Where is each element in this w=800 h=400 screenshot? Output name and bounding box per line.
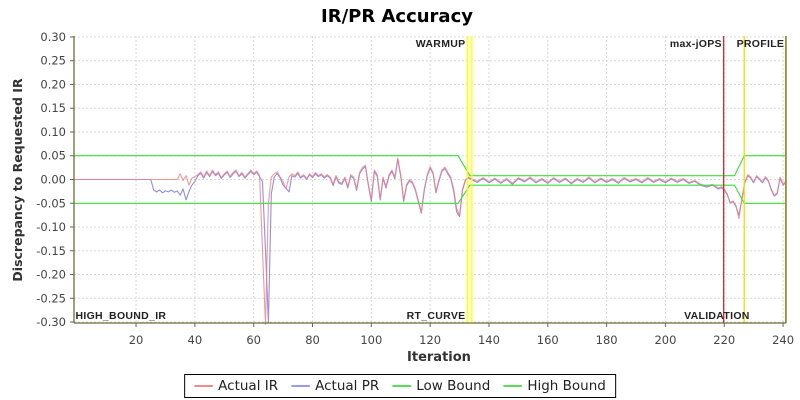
annotations: WARMUP max-jOPS PROFILE HIGH_BOUND_IR RT_CUR… bbox=[75, 38, 785, 322]
x-tick-label: 220 bbox=[713, 333, 735, 347]
band-markers bbox=[467, 36, 472, 323]
x-tick-label: 20 bbox=[129, 333, 144, 347]
annotation-validation: VALIDATION bbox=[684, 310, 750, 322]
x-tick-label: 200 bbox=[654, 333, 676, 347]
x-tick-label: 240 bbox=[772, 333, 794, 347]
annotation-high_bound_ir: HIGH_BOUND_IR bbox=[75, 310, 166, 322]
x-tick-label: 140 bbox=[478, 333, 500, 347]
legend-label-low-bound: Low Bound bbox=[416, 378, 491, 394]
y-tick-label: 0.00 bbox=[40, 173, 66, 187]
y-tick-label: -0.25 bbox=[36, 291, 66, 305]
x-tick-label: 80 bbox=[305, 333, 320, 347]
gridlines bbox=[74, 36, 786, 323]
annotation-profile: PROFILE bbox=[737, 38, 785, 50]
legend-item-actual-ir: Actual IR bbox=[194, 378, 278, 394]
series-line-low-bound bbox=[74, 184, 786, 204]
y-tick-label: -0.05 bbox=[36, 196, 66, 210]
y-tick-label: -0.15 bbox=[36, 244, 66, 258]
legend-item-high-bound: High Bound bbox=[503, 378, 606, 394]
x-tick-label: 180 bbox=[596, 333, 618, 347]
y-tick-label: -0.30 bbox=[36, 315, 66, 329]
axes: 20 40 60 80 100 120 140 160 180 200 220 240 -0.30 -0.… bbox=[36, 30, 794, 347]
high-bound-line-swatch bbox=[503, 385, 523, 387]
y-tick-label: 0.15 bbox=[40, 101, 66, 115]
actual-ir-line-swatch bbox=[194, 385, 214, 387]
series-line-high-bound bbox=[74, 155, 786, 177]
y-tick-label: -0.10 bbox=[36, 220, 66, 234]
low-bound-line-swatch bbox=[392, 385, 412, 387]
x-tick-label: 40 bbox=[188, 333, 203, 347]
legend-label-high-bound: High Bound bbox=[527, 378, 606, 394]
y-tick-label: 0.30 bbox=[40, 30, 66, 44]
legend-label-actual-pr: Actual PR bbox=[315, 378, 380, 394]
x-tick-label: 160 bbox=[537, 333, 559, 347]
series-line-actual-ir bbox=[74, 157, 787, 325]
y-tick-label: 0.20 bbox=[40, 77, 66, 91]
actual-pr-line-swatch bbox=[291, 385, 311, 387]
y-tick-label: 0.10 bbox=[40, 125, 66, 139]
data-series bbox=[74, 155, 787, 325]
y-tick-label: 0.25 bbox=[40, 54, 66, 68]
y-tick-label: 0.05 bbox=[40, 149, 66, 163]
y-tick-label: -0.20 bbox=[36, 268, 66, 282]
x-tick-label: 120 bbox=[419, 333, 441, 347]
annotation-warmup: WARMUP bbox=[416, 38, 466, 50]
warmup-band bbox=[467, 36, 472, 323]
legend: Actual IR Actual PR Low Bound High Bound bbox=[184, 374, 616, 398]
x-tick-label: 100 bbox=[360, 333, 382, 347]
legend-label-actual-ir: Actual IR bbox=[218, 378, 279, 394]
chart-title: IR/PR Accuracy bbox=[321, 6, 473, 27]
legend-item-actual-pr: Actual PR bbox=[291, 378, 379, 394]
legend-item-low-bound: Low Bound bbox=[392, 378, 490, 394]
annotation-max-jops: max-jOPS bbox=[670, 38, 722, 50]
x-axis-title: Iteration bbox=[407, 350, 471, 365]
y-axis-title: Discrepancy to Requested IR bbox=[10, 78, 25, 282]
annotation-rt_curve: RT_CURVE bbox=[407, 310, 466, 322]
x-tick-label: 60 bbox=[246, 333, 261, 347]
